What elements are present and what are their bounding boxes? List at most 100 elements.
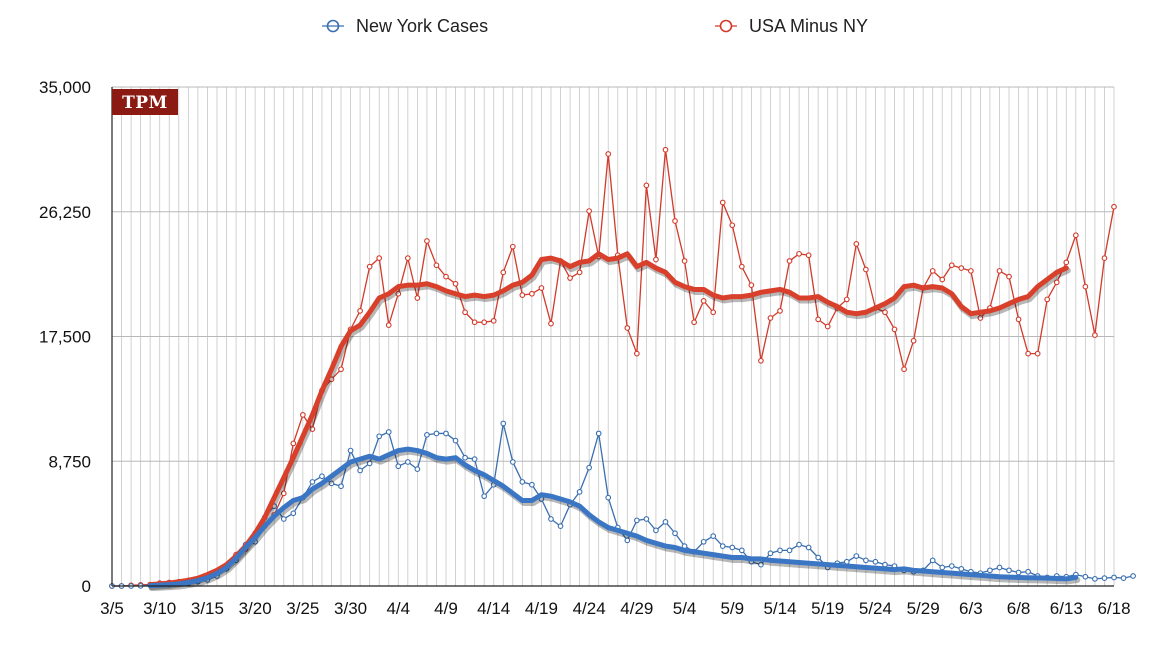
usa-minus-ny-point (538, 285, 545, 291)
usa-minus-ny-point (710, 309, 717, 316)
usa-minus-ny-point (462, 309, 468, 316)
usa-minus-ny-point (624, 325, 631, 331)
new-york-cases-point (996, 564, 1003, 571)
usa-minus-ny-point (481, 319, 488, 326)
new-york-cases-point (309, 479, 316, 485)
new-york-cases-point (529, 481, 535, 488)
new-york-cases-point (376, 433, 383, 440)
usa-minus-ny-point (1111, 203, 1117, 210)
usa-minus-ny-point (767, 315, 774, 321)
new-york-cases-point (424, 432, 430, 438)
usa-minus-ny-point (815, 316, 822, 323)
usa-minus-ny-point (443, 273, 449, 280)
tpm-badge-background (112, 89, 178, 115)
new-york-cases-point (1101, 575, 1108, 582)
usa-minus-ny-point (805, 252, 812, 259)
usa-minus-ny-point (748, 282, 755, 289)
new-york-cases-point (519, 479, 526, 485)
usa-minus-ny-point (738, 263, 745, 270)
x-tick-label: 5/24 (859, 599, 892, 618)
x-tick-label: 5/19 (811, 599, 844, 618)
new-york-cases-point (1120, 575, 1127, 582)
new-york-cases-point (948, 563, 955, 569)
x-tick-label: 6/18 (1097, 599, 1130, 618)
new-york-cases-point (280, 516, 287, 522)
usa-minus-ny-point (452, 280, 459, 287)
new-york-cases-point (328, 480, 335, 487)
usa-minus-ny-point (1101, 255, 1108, 261)
usa-minus-ny-point (376, 255, 383, 261)
usa-minus-ny-point (548, 320, 554, 327)
usa-minus-ny-point (586, 208, 592, 214)
new-york-cases-point (939, 564, 946, 571)
usa-minus-ny-point (309, 426, 316, 433)
usa-minus-ny-point (1034, 350, 1041, 357)
x-tick-label: 4/9 (434, 599, 458, 618)
new-york-cases-point (1092, 576, 1098, 582)
new-york-cases-point (863, 557, 869, 564)
usa-minus-ny-point (901, 366, 907, 373)
usa-minus-ny-point (1082, 283, 1089, 290)
usa-minus-ny-point (338, 366, 344, 373)
usa-minus-ny-point (404, 255, 411, 261)
new-york-cases-point (929, 557, 936, 564)
x-tick-label: 5/9 (720, 599, 744, 618)
usa-minus-ny-point (414, 295, 421, 301)
usa-minus-ny-point (1015, 316, 1022, 323)
usa-minus-ny-line (112, 149, 1115, 587)
new-york-cases-point (443, 430, 449, 437)
new-york-cases-point (987, 567, 993, 574)
new-york-cases-point (662, 518, 669, 525)
usa-minus-ny-point (433, 262, 440, 269)
legend-label-new-york: New York Cases (356, 16, 488, 36)
usa-minus-ny-point (643, 182, 650, 189)
usa-minus-ny-7-day-average-line (147, 251, 1069, 588)
new-york-cases-point (882, 561, 888, 568)
new-york-cases-point (710, 533, 717, 539)
new-york-cases-point (872, 558, 879, 565)
new-york-cases-point (1130, 573, 1136, 579)
usa-minus-ny-point (939, 276, 946, 283)
x-tick-label: 6/8 (1007, 599, 1031, 618)
legend-marker-usa-minus-ny (719, 19, 733, 33)
usa-minus-ny-point (662, 146, 669, 153)
new-york-cases-point (452, 437, 459, 444)
usa-minus-ny-point (605, 151, 612, 157)
new-york-cases-point (700, 538, 707, 545)
usa-minus-ny-point (471, 319, 478, 326)
x-tick-label: 3/5 (100, 599, 124, 618)
usa-minus-ny-point (948, 262, 955, 269)
usa-minus-ny-point (1072, 232, 1079, 239)
new-york-cases-point (347, 447, 354, 454)
usa-minus-ny-point (691, 319, 697, 326)
x-tick-label: 4/24 (573, 599, 606, 618)
new-york-cases-point (719, 543, 726, 549)
usa-minus-ny-point (634, 350, 640, 357)
legend-label-usa-minus-ny: USA Minus NY (749, 16, 868, 36)
new-york-cases-point (643, 516, 650, 522)
usa-minus-ny-point (729, 222, 736, 229)
usa-minus-ny-point (290, 440, 297, 447)
usa-minus-ny-point (395, 290, 402, 297)
y-tick-label: 8,750 (48, 452, 91, 471)
y-tick-label: 0 (82, 577, 91, 596)
legend: New York Cases USA Minus NY (322, 16, 868, 36)
new-york-cases-point (462, 454, 468, 461)
x-tick-label: 3/25 (286, 599, 319, 618)
new-york-cases-point (672, 530, 678, 537)
new-york-cases-point (548, 516, 554, 522)
new-york-cases-point (586, 464, 592, 471)
x-tick-label: 4/19 (525, 599, 558, 618)
new-york-cases-point (1006, 567, 1012, 574)
new-york-cases-point (433, 430, 440, 437)
new-york-cases-point (500, 420, 507, 427)
usa-minus-ny-point (424, 238, 430, 244)
usa-minus-ny-point (1006, 273, 1012, 280)
usa-minus-ny-point (996, 268, 1003, 274)
new-york-cases-point (395, 463, 402, 470)
new-york-cases-point (729, 544, 736, 551)
new-york-cases-point (576, 489, 583, 495)
x-tick-label: 6/3 (959, 599, 983, 618)
x-tick-label: 4/4 (386, 599, 410, 618)
x-tick-label: 5/29 (907, 599, 940, 618)
